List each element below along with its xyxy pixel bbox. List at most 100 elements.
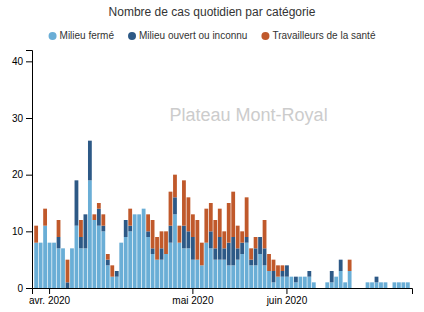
bar [200,265,204,288]
bar [178,226,182,243]
bar [307,277,311,288]
bar [61,248,65,249]
bar [406,282,410,283]
bar [106,254,110,260]
y-tick-label: 40 [12,56,24,67]
bar [191,237,195,260]
bar [375,277,379,283]
bar [48,242,52,243]
bar [401,282,405,283]
bar [97,226,101,288]
bar [330,271,334,272]
bar [79,237,83,248]
bar [110,277,114,288]
bar [236,226,240,249]
bar [272,282,276,288]
y-tick-label: 10 [12,226,24,237]
bar [200,243,204,266]
bar [88,141,92,181]
bar [115,277,119,288]
bar [146,237,150,288]
bar [39,242,43,243]
bar [276,265,280,276]
y-tick-label: 0 [17,283,23,294]
legend-swatch [128,32,136,40]
plot: avr. 2020mai 2020juin 2020010203040 [12,51,413,307]
bar [160,260,164,288]
x-tick-label: juin 2020 [266,295,308,306]
bar [52,242,56,243]
bar [204,243,208,288]
x-tick-label: mai 2020 [172,295,214,306]
bar [321,288,325,289]
bar [61,248,65,249]
bar [334,276,338,277]
bar [151,248,155,254]
bar [34,243,38,288]
bar [388,288,392,289]
bar [133,214,137,215]
y-tick-label: 20 [12,169,24,180]
bar [75,226,79,288]
bar [209,203,213,231]
bar [178,243,182,288]
bar [227,243,231,266]
bar [142,208,146,209]
legend-item: Milieu ouvert ou inconnu [128,30,247,41]
chart: Nombre de cas quotidien par catégorieavr… [0,0,424,312]
bar [160,231,164,248]
bar [52,242,56,243]
bar [66,282,70,288]
bar [330,271,334,282]
y-axis: 010203040 [12,51,33,294]
bar [393,282,397,283]
bar [263,265,267,288]
bar [84,248,88,288]
bar [352,288,356,289]
bar [75,180,79,181]
bar [388,288,392,289]
bar [254,265,258,288]
y-tick-mark [26,175,32,176]
bar [88,140,92,141]
bar [272,260,276,271]
y-tick-mark [26,231,32,232]
bar [393,282,397,288]
bar [218,260,222,288]
bar [397,282,401,283]
bar [240,231,244,242]
bar [401,282,405,288]
bar [128,231,132,288]
bar [187,231,191,248]
bar [213,248,217,259]
bar [316,288,320,289]
bar [222,260,226,288]
bar [195,220,199,260]
bar [182,226,186,249]
bar [281,277,285,288]
series [57,141,379,288]
bar [101,231,105,288]
bar [231,265,235,288]
bar [173,175,177,198]
bar [339,271,343,288]
bar [43,226,47,288]
bar [43,209,47,226]
bar [281,265,285,271]
bar [401,282,405,283]
bar [169,192,173,226]
bar [352,288,356,289]
bar [361,288,365,289]
bar [357,288,361,289]
bar [137,214,141,215]
bar [34,226,38,243]
bar [119,242,123,243]
bar [321,288,325,289]
bar [249,265,253,288]
bar [195,260,199,288]
bar [124,220,128,221]
x-tick-mark [286,288,287,294]
legend-label: Travailleurs de la santé [272,30,375,41]
bar [231,237,235,265]
bar [285,277,289,288]
